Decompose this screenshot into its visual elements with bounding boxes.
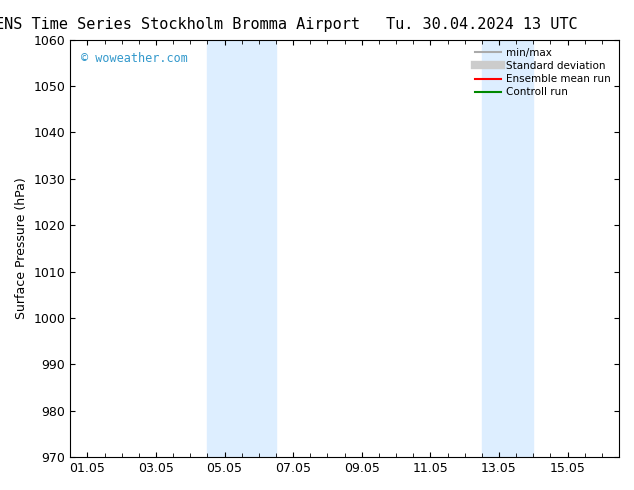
Bar bbox=[482, 40, 533, 457]
Legend: min/max, Standard deviation, Ensemble mean run, Controll run: min/max, Standard deviation, Ensemble me… bbox=[472, 45, 614, 100]
Text: ENS Time Series Stockholm Bromma Airport: ENS Time Series Stockholm Bromma Airport bbox=[0, 17, 360, 32]
Y-axis label: Surface Pressure (hPa): Surface Pressure (hPa) bbox=[15, 177, 28, 319]
Text: Tu. 30.04.2024 13 UTC: Tu. 30.04.2024 13 UTC bbox=[386, 17, 578, 32]
Text: © woweather.com: © woweather.com bbox=[81, 52, 188, 65]
Bar bbox=[207, 40, 276, 457]
